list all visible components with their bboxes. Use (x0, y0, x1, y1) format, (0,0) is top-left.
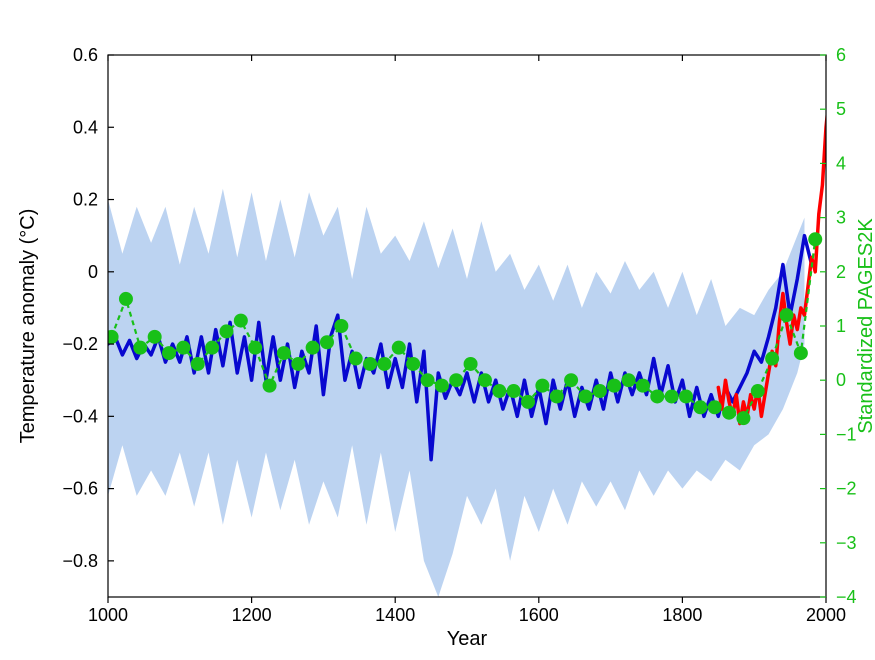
series-green-marker (263, 379, 277, 393)
y2-tick-label: −4 (836, 587, 857, 607)
y2-tick-label: 5 (836, 99, 846, 119)
series-green-marker (148, 330, 162, 344)
series-green-marker (435, 379, 449, 393)
series-green-marker (578, 389, 592, 403)
series-green-marker (406, 357, 420, 371)
y2-tick-label: 6 (836, 45, 846, 65)
series-green-marker (363, 357, 377, 371)
x-tick-label: 1200 (232, 605, 272, 625)
x-tick-label: 1400 (375, 605, 415, 625)
y1-tick-label: −0.4 (62, 406, 98, 426)
x-tick-label: 1600 (519, 605, 559, 625)
series-green-marker (248, 341, 262, 355)
series-green-marker (650, 389, 664, 403)
series-green-marker (119, 292, 133, 306)
series-green-marker (478, 373, 492, 387)
series-green-marker (162, 346, 176, 360)
y2-axis-title: Standardized PAGES2K (855, 218, 875, 434)
series-green-marker (708, 400, 722, 414)
series-green-marker (679, 389, 693, 403)
series-green-marker (751, 384, 765, 398)
series-green-marker (593, 384, 607, 398)
series-green-marker (234, 314, 248, 328)
y2-tick-label: −1 (836, 424, 857, 444)
y2-tick-label: 2 (836, 262, 846, 282)
series-green-marker (320, 335, 334, 349)
series-green-marker (421, 373, 435, 387)
y1-tick-label: −0.2 (62, 334, 98, 354)
y1-tick-label: 0.6 (73, 45, 98, 65)
y2-tick-label: 4 (836, 153, 846, 173)
series-green-marker (392, 341, 406, 355)
series-green-marker (665, 389, 679, 403)
y1-tick-label: −0.6 (62, 479, 98, 499)
series-green-marker (176, 341, 190, 355)
series-green-marker (521, 395, 535, 409)
series-green-marker (219, 324, 233, 338)
series-green-marker (133, 341, 147, 355)
y1-tick-label: −0.8 (62, 551, 98, 571)
series-green-marker (722, 406, 736, 420)
series-green-marker (780, 308, 794, 322)
series-green-marker (607, 379, 621, 393)
series-green-marker (736, 411, 750, 425)
y2-tick-label: 0 (836, 370, 846, 390)
y1-tick-label: 0.2 (73, 190, 98, 210)
series-green-marker (277, 346, 291, 360)
series-green-marker (464, 357, 478, 371)
y1-tick-label: 0.4 (73, 117, 98, 137)
series-green-marker (349, 352, 363, 366)
x-axis-title: Year (447, 628, 488, 650)
y2-tick-label: −3 (836, 533, 857, 553)
series-green-marker (306, 341, 320, 355)
series-green-marker (377, 357, 391, 371)
series-green-marker (205, 341, 219, 355)
series-green-marker (794, 346, 808, 360)
y1-axis-title: Temperature anomaly (°C) (17, 209, 39, 444)
series-green-marker (693, 400, 707, 414)
series-green-marker (550, 389, 564, 403)
series-green-marker (564, 373, 578, 387)
x-tick-label: 1800 (662, 605, 702, 625)
temperature-anomaly-chart: 100012001400160018002000−0.8−0.6−0.4−0.2… (0, 0, 875, 660)
x-tick-label: 2000 (806, 605, 846, 625)
series-green-marker (291, 357, 305, 371)
series-green-marker (535, 379, 549, 393)
series-green-marker (808, 232, 822, 246)
y2-tick-label: 3 (836, 208, 846, 228)
series-green-marker (636, 379, 650, 393)
y1-tick-label: 0 (88, 262, 98, 282)
y2-tick-label: −2 (836, 479, 857, 499)
series-green-marker (449, 373, 463, 387)
series-green-marker (492, 384, 506, 398)
x-tick-label: 1000 (88, 605, 128, 625)
series-green-marker (622, 373, 636, 387)
y2-tick-label: 1 (836, 316, 846, 336)
series-green-marker (507, 384, 521, 398)
series-green-marker (765, 352, 779, 366)
series-green-marker (191, 357, 205, 371)
series-green-marker (334, 319, 348, 333)
chart-svg: 100012001400160018002000−0.8−0.6−0.4−0.2… (0, 0, 875, 660)
